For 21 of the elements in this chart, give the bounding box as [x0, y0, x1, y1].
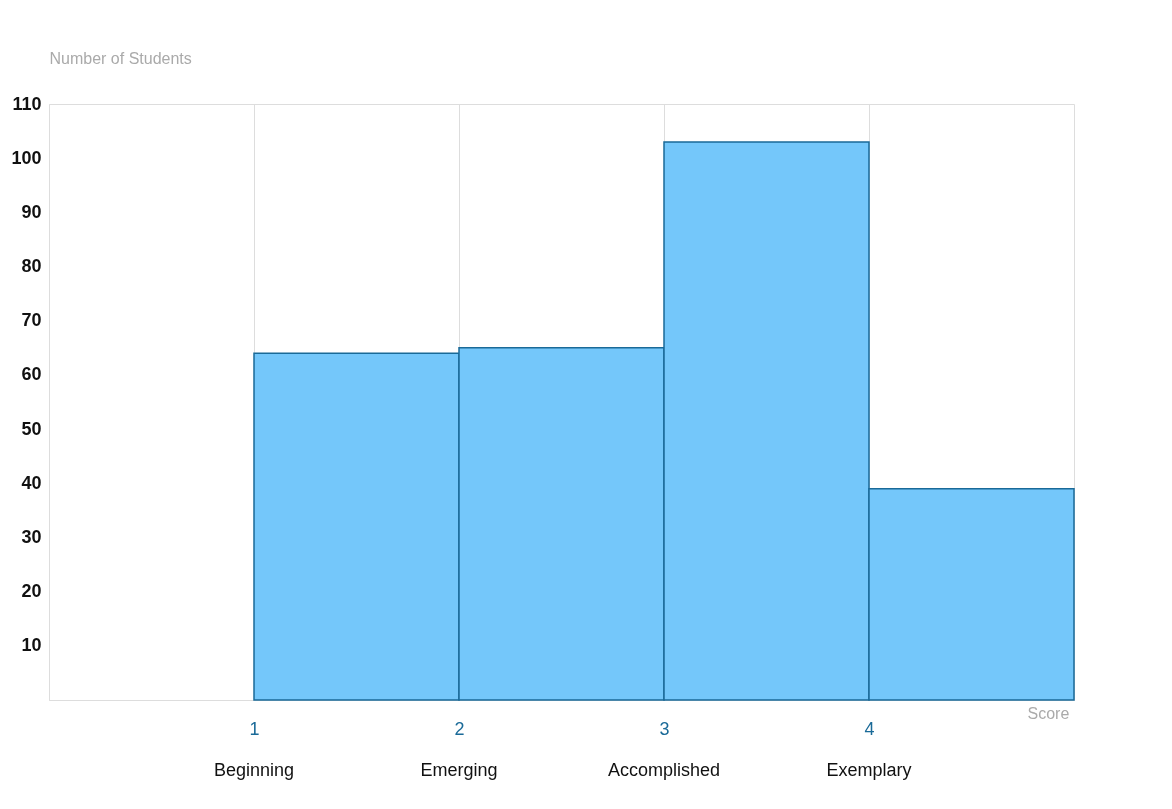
- text: Accomplished: [607, 760, 721, 780]
- y-tick-label: 90: [21, 201, 42, 222]
- y-tick-label: 30: [21, 526, 42, 547]
- x-tick-label: 4: [864, 718, 875, 739]
- x-tick-label: 3: [659, 718, 670, 739]
- y-tick-label: 110: [12, 93, 42, 114]
- x-axis-title: Score: [1027, 704, 1070, 722]
- y-tick-label: 10: [21, 635, 42, 656]
- text: Exemplary: [826, 760, 912, 780]
- y-tick-label: 20: [21, 581, 42, 602]
- x-tick-label: 1: [249, 718, 260, 739]
- y-tick-label: 70: [21, 310, 42, 331]
- y-tick-label: 40: [21, 472, 42, 493]
- text: Emerging: [420, 760, 498, 780]
- y-tick-label: 80: [21, 256, 42, 277]
- y-axis-title: Number of Students: [49, 49, 192, 67]
- y-tick-label: 50: [21, 418, 42, 439]
- x-tick-label: 2: [454, 718, 465, 739]
- y-tick-label: 100: [11, 147, 42, 168]
- text: Beginning: [213, 760, 295, 780]
- y-tick-label: 60: [21, 364, 42, 385]
